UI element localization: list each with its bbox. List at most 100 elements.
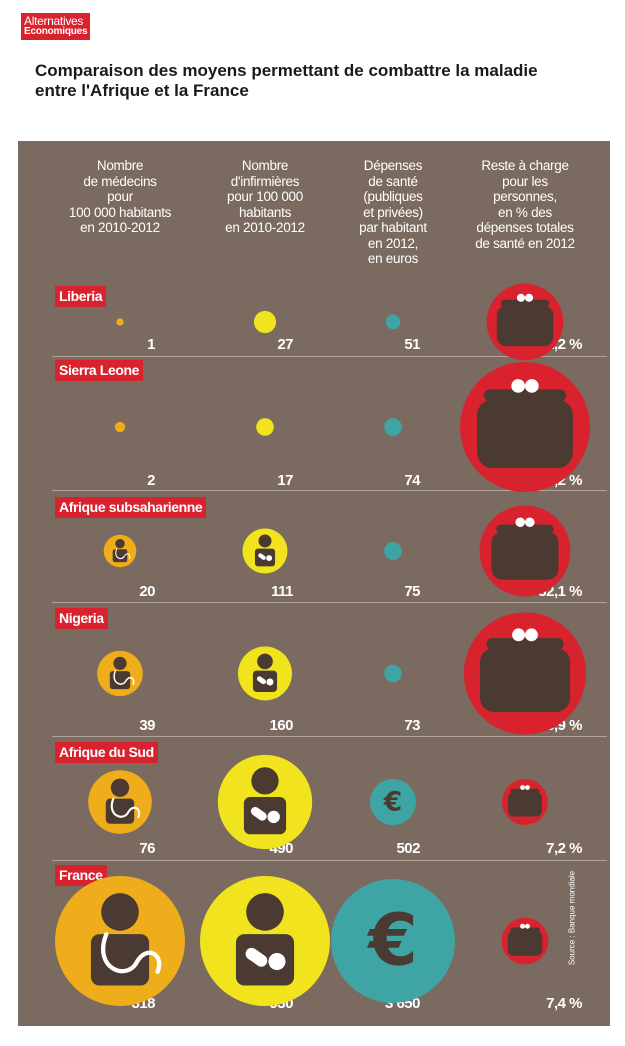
bubble-nurses <box>242 528 288 574</box>
purse-clasp-bar <box>510 788 540 793</box>
body-glyph <box>112 549 128 563</box>
row-separator <box>52 860 607 861</box>
purse-clasp <box>515 517 525 528</box>
value-label-doctors: 1 <box>147 336 155 353</box>
bubble-doctors <box>114 421 126 433</box>
euro-icon: € <box>383 787 402 818</box>
value-label-spending: 74 <box>404 472 420 489</box>
bubble-doctors <box>55 876 185 1006</box>
country-label: Afrique du Sud <box>55 742 158 763</box>
row-separator <box>52 490 607 491</box>
bubble-nurses-circle <box>256 418 274 436</box>
bubble-spending-circle <box>384 542 402 560</box>
bubble-nurses <box>238 646 292 701</box>
row-separator <box>52 602 607 603</box>
purse-icon <box>491 531 559 580</box>
bubble-nurses <box>256 418 274 436</box>
bubble-spending-circle <box>385 314 401 330</box>
stethoscope-icon <box>113 670 135 686</box>
body-glyph <box>90 934 150 986</box>
row-separator <box>52 356 607 357</box>
country-label: Nigeria <box>55 608 108 629</box>
pills-icon <box>258 553 266 560</box>
purse-clasp <box>525 517 535 528</box>
bubble-nurses <box>217 754 313 850</box>
purse-icon <box>496 305 554 347</box>
value-label-nurses: 160 <box>269 717 293 734</box>
value-label-doctors: 2 <box>147 472 155 489</box>
body-glyph <box>105 798 135 824</box>
bubble-spending <box>384 542 402 560</box>
bubble-doctors <box>103 534 137 568</box>
body-glyph <box>109 671 131 690</box>
purse-icon <box>508 792 542 817</box>
purse-clasp-bar <box>500 299 550 307</box>
bubble-nurses <box>253 310 277 334</box>
bubble-doctors-circle <box>116 318 124 326</box>
value-label-out_of_pocket: 7,2 % <box>546 840 582 857</box>
purse-icon <box>479 647 571 713</box>
country-label: Liberia <box>55 286 107 307</box>
head-glyph <box>258 534 272 548</box>
bubble-spending: € <box>331 879 455 1003</box>
pills-icon <box>256 676 266 685</box>
purse-clasp-bar <box>510 927 540 932</box>
bubble-spending <box>385 314 401 330</box>
head-glyph <box>246 893 284 931</box>
bubble-out_of_pocket <box>502 779 548 825</box>
country-label: Afrique subsaharienne <box>55 497 207 518</box>
bubble-doctors <box>97 650 143 697</box>
pill-glyph <box>266 678 274 686</box>
bubble-nurses <box>200 876 330 1006</box>
purse-clasp <box>525 293 534 302</box>
purse-clasp <box>520 785 525 790</box>
bubble-spending <box>384 664 402 683</box>
head-glyph <box>110 778 130 797</box>
source-note: Source : Banque mondiale <box>567 870 577 966</box>
purse-clasp-bar <box>486 638 564 650</box>
value-label-doctors: 76 <box>139 840 155 857</box>
value-label-nurses: 27 <box>277 336 293 353</box>
value-label-spending: 51 <box>404 336 420 353</box>
purse-clasp <box>525 923 530 929</box>
country-label: Sierra Leone <box>55 360 144 381</box>
column-header-spending: Dépenses de santé (publiques et privées) par… <box>359 158 427 266</box>
bubble-doctors-circle <box>114 421 126 433</box>
value-label-doctors: 20 <box>139 583 155 600</box>
purse-icon <box>477 399 573 469</box>
publisher-logo: Alternatives Economiques <box>21 13 91 40</box>
purse-clasp-bar <box>496 524 554 534</box>
value-label-doctors: 39 <box>139 717 155 734</box>
country-label: France <box>55 865 107 886</box>
purse-clasp <box>520 923 526 929</box>
bubble-out_of_pocket <box>486 283 564 361</box>
value-label-spending: 502 <box>396 840 420 857</box>
bubble-out_of_pocket <box>463 612 587 735</box>
purse-clasp <box>511 379 525 393</box>
stethoscope-icon <box>110 797 141 819</box>
logo-line-2: Economiques <box>24 26 88 37</box>
stethoscope-icon <box>101 932 162 974</box>
pill-glyph <box>268 952 286 971</box>
column-header-doctors: Nombre de médecins pour 100 000 habitants en… <box>68 158 172 235</box>
bubble-doctors <box>88 770 152 834</box>
purse-clasp <box>525 785 530 790</box>
pill-glyph <box>266 555 273 562</box>
head-glyph <box>251 767 279 795</box>
bubble-spending-circle <box>384 418 402 436</box>
bubble-out_of_pocket <box>501 917 549 965</box>
bubble-spending-circle <box>331 879 455 1003</box>
head-glyph <box>101 893 139 931</box>
value-label-nurses: 17 <box>277 472 293 489</box>
euro-icon: € <box>366 899 418 982</box>
pills-icon <box>250 806 267 821</box>
logo-line-1: Alternatives <box>24 14 84 28</box>
purse-clasp <box>525 628 538 642</box>
bubble-spending: € <box>370 779 416 825</box>
bubble-spending-circle <box>384 664 402 683</box>
pills-icon <box>245 947 268 967</box>
bubble-out_of_pocket <box>460 362 590 492</box>
bubble-out_of_pocket <box>479 505 571 597</box>
value-label-nurses: 111 <box>271 583 293 600</box>
